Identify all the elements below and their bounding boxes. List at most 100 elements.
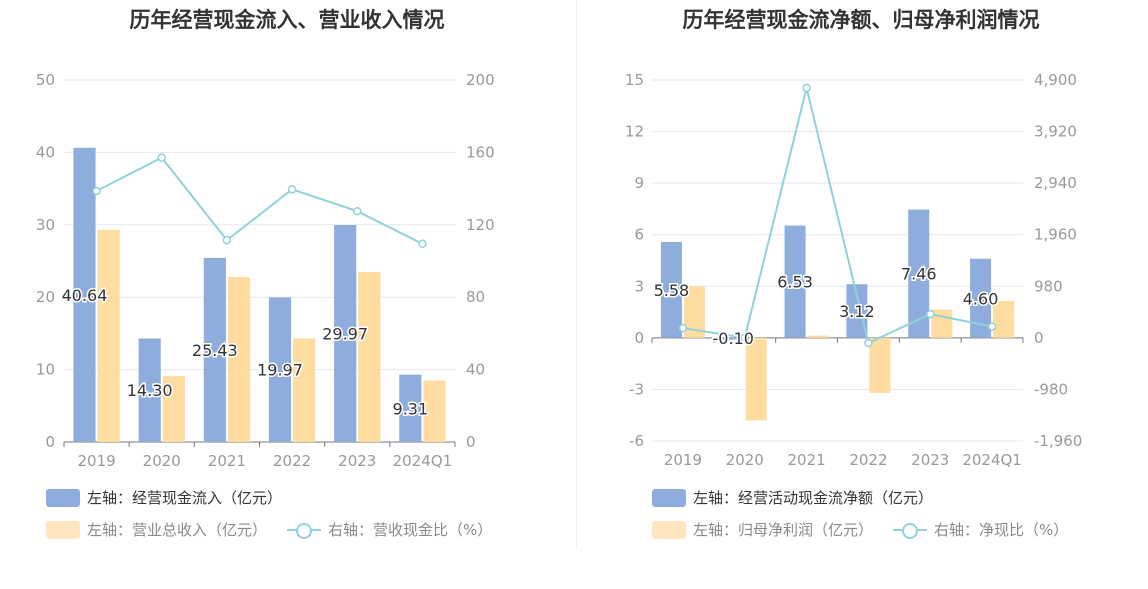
- chart-svg: -6 -1,960 -3 -980 0 0 3 980 6 1,960 9 2,940 12 3,920 1…: [625, 71, 1082, 469]
- line-point: [92, 186, 101, 196]
- bar-series-2: [293, 338, 316, 442]
- legend-row-1: 左轴：经营现金流入（亿元）: [46, 487, 282, 508]
- data-label: 29.97: [322, 325, 368, 344]
- line-series: [682, 87, 993, 345]
- right-axis-tick-label: 200: [466, 71, 495, 89]
- x-axis-tick-label: 2019: [77, 452, 115, 470]
- line-point: [864, 338, 873, 348]
- legend-label-bar2[interactable]: 左轴：归母净利润（亿元）: [693, 521, 874, 539]
- x-axis-tick-label: 2022: [849, 451, 887, 469]
- bar-series-1: [970, 258, 992, 338]
- bar-series-1: [722, 337, 744, 340]
- right-axis-tick-label: 80: [466, 288, 485, 306]
- left-axis-tick-label: 40: [36, 143, 55, 161]
- right-axis-tick-label: 4,900: [1034, 71, 1077, 89]
- bar-series-1: [784, 225, 806, 338]
- left-axis-tick-label: 9: [634, 174, 644, 192]
- line-point: [287, 185, 297, 194]
- x-axis-tick-label: 2023: [911, 451, 949, 469]
- right-axis-tick-label: 1,960: [1034, 226, 1077, 244]
- x-axis-tick-label: 2024Q1: [962, 451, 1022, 469]
- legend-row-2: 左轴：归母净利润（亿元） 右轴：净现比（%）: [652, 519, 1068, 540]
- bar-series-2: [97, 229, 120, 442]
- left-axis-tick-label: 20: [36, 288, 55, 306]
- chart-panel-netcash-profit: 历年经营现金流净额、归母净利润情况 -6 -1,960 -3 -980 0 0 3 980 6 1…: [574, 0, 1148, 589]
- bar-series-2: [807, 335, 829, 338]
- line-point: [678, 323, 688, 333]
- bar-series-1: [334, 225, 357, 442]
- bar-series-1: [268, 297, 292, 442]
- legend-label-line[interactable]: 右轴：营收现金比（%）: [328, 521, 493, 539]
- legend-label-bar2[interactable]: 左轴：营业总收入（亿元）: [87, 521, 268, 539]
- right-axis-tick-label: 0: [466, 433, 476, 451]
- x-axis-tick-label: 2021: [208, 452, 246, 470]
- line-point: [802, 83, 811, 93]
- bar-series-1: [399, 374, 422, 442]
- x-axis-tick-label: 2024Q1: [393, 452, 453, 470]
- bar-series-2: [423, 380, 446, 442]
- bar-series-2: [358, 271, 381, 442]
- legend-swatch-bar2[interactable]: [46, 520, 80, 539]
- bar-series-2: [993, 300, 1015, 338]
- legend-line-icon[interactable]: [287, 521, 322, 539]
- line-point: [222, 235, 232, 245]
- x-axis-tick-label: 2022: [273, 452, 311, 470]
- right-axis-tick-label: -980: [1034, 380, 1068, 398]
- legend-swatch-bar1[interactable]: [46, 488, 80, 507]
- data-label: 25.43: [192, 341, 238, 360]
- bar-series-2: [745, 337, 767, 421]
- bar-series-2: [227, 276, 251, 442]
- line-point: [987, 322, 997, 331]
- right-axis-tick-label: 40: [466, 361, 485, 379]
- left-axis-tick-label: 15: [625, 71, 644, 89]
- right-axis-tick-label: 120: [466, 216, 495, 234]
- data-label: 6.53: [777, 273, 813, 292]
- chart-title: 历年经营现金流净额、归母净利润情况: [682, 8, 1040, 32]
- data-label: 19.97: [257, 361, 303, 380]
- legend-swatch-bar2[interactable]: [652, 520, 686, 539]
- data-label: -0.10: [713, 329, 754, 348]
- left-axis-tick-label: 0: [634, 329, 644, 347]
- line-point: [157, 153, 166, 162]
- right-axis-tick-label: 0: [1034, 329, 1044, 347]
- legend-row-2: 左轴：营业总收入（亿元） 右轴：营收现金比（%）: [46, 519, 492, 540]
- line-point: [926, 309, 935, 319]
- line-series: [96, 156, 423, 245]
- left-axis-tick-label: 3: [634, 277, 644, 295]
- panel-divider: [576, 0, 577, 550]
- left-axis-tick-label: 50: [36, 71, 55, 89]
- bar-series-2: [869, 337, 891, 393]
- x-axis-tick-label: 2019: [664, 451, 702, 469]
- legend-swatch-bar1[interactable]: [652, 488, 686, 507]
- line-point: [740, 333, 749, 343]
- data-label: 4.60: [963, 289, 999, 308]
- x-axis-tick-label: 2023: [338, 452, 376, 470]
- bar-series-1: [846, 284, 868, 338]
- bar-series-1: [73, 147, 96, 442]
- left-axis-tick-label: -3: [629, 380, 644, 398]
- data-label: 40.64: [62, 286, 108, 305]
- legend-label-bar1[interactable]: 左轴：经营现金流入（亿元）: [87, 489, 283, 507]
- data-label: 3.12: [839, 302, 875, 321]
- left-axis-tick-label: 30: [36, 216, 55, 234]
- right-axis-tick-label: 980: [1034, 277, 1063, 295]
- right-axis-tick-label: -1,960: [1034, 432, 1082, 450]
- bar-series-1: [660, 241, 682, 338]
- legend-label-bar1[interactable]: 左轴：经营活动现金流净额（亿元）: [693, 489, 934, 507]
- right-axis-tick-label: 160: [466, 143, 495, 161]
- chart-title: 历年经营现金流入、营业收入情况: [129, 8, 445, 32]
- left-axis-tick-label: -6: [629, 432, 644, 450]
- chart-svg: 0 0 10 40 20 80 30 120 40 160 50 200 2019 2020 2021 202…: [36, 71, 495, 470]
- right-axis-tick-label: 3,920: [1034, 123, 1077, 141]
- right-axis-tick-label: 2,940: [1034, 174, 1077, 192]
- x-axis-tick-label: 2020: [726, 451, 764, 469]
- x-axis-tick-label: 2021: [787, 451, 825, 469]
- legend-line-icon[interactable]: [893, 521, 928, 539]
- bar-series-1: [203, 257, 226, 442]
- data-label: 5.58: [654, 281, 690, 300]
- line-point: [418, 239, 427, 249]
- legend-label-line[interactable]: 右轴：净现比（%）: [934, 521, 1069, 539]
- bar-series-2: [162, 376, 185, 442]
- line-point: [353, 206, 362, 216]
- bar-series-1: [908, 209, 930, 338]
